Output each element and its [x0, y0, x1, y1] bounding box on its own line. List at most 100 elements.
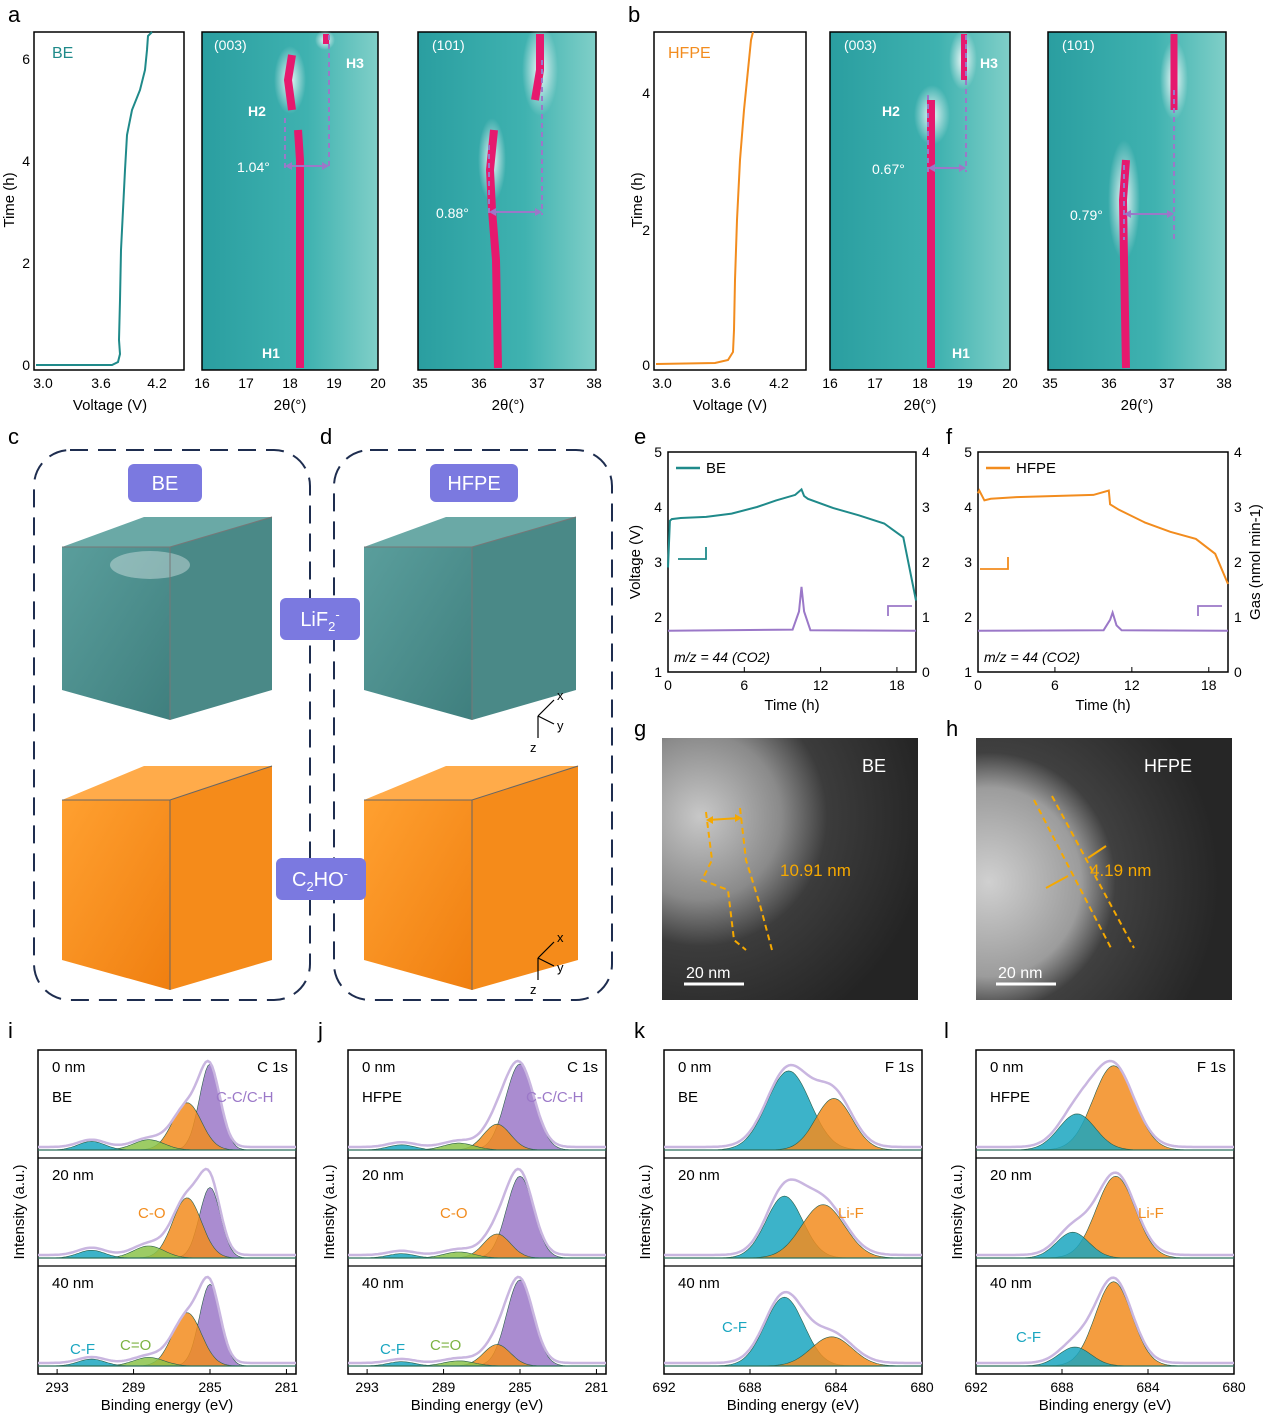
panel-a-map003-tick-2: 18	[282, 375, 298, 391]
panel-i-sample: BE	[52, 1089, 72, 1106]
panel-f-xlabel: Time (h)	[1075, 697, 1130, 714]
panel-k-xtick: 680	[910, 1379, 934, 1395]
panel-f-series-co2	[977, 609, 1229, 632]
panel-b-voltage-label: Voltage (V)	[693, 397, 767, 414]
panel-b-map003-tick-3: 19	[957, 375, 973, 391]
panel-f-ytick: 2	[964, 609, 972, 625]
panel-f-y2tick: 0	[1234, 664, 1242, 680]
panel-f-xtick: 6	[1051, 677, 1059, 693]
panel-b-map003	[829, 31, 1011, 371]
panel-a-map101-peak	[485, 129, 502, 369]
panel-b-vtick-1: 3.6	[711, 375, 731, 391]
panel-h: HFPE 4.19 nm 20 nm	[976, 738, 1232, 1000]
panel-l-peak	[976, 1065, 1234, 1151]
panel-a-label: BE	[52, 45, 73, 62]
species-c2ho-text: C2HO-	[292, 866, 348, 894]
panel-k-ylabel: Intensity (a.u.)	[637, 1164, 654, 1259]
cube-d-bottom	[364, 765, 579, 990]
panel-letter-d: d	[320, 424, 332, 449]
axes-glyph-top	[537, 699, 555, 738]
panel-l-label-lif: Li-F	[1138, 1205, 1164, 1222]
panel-b-voltage-curve	[655, 31, 754, 365]
panel-a-map003-arrowhead-l	[285, 162, 292, 170]
axes-top-y: y	[557, 718, 564, 733]
axes-bottom-z: z	[530, 982, 537, 997]
panel-k-envelope	[664, 1290, 922, 1365]
panel-b-map003-h1: H1	[952, 345, 970, 361]
panel-f-series-voltage	[977, 488, 1229, 585]
panel-i-label-cc: C-C/C-H	[216, 1089, 274, 1106]
panel-j-xtick: 293	[355, 1379, 379, 1395]
panel-e-xlabel: Time (h)	[764, 697, 819, 714]
panel-e-y2tick: 0	[922, 664, 930, 680]
panel-e-xtick: 18	[889, 677, 905, 693]
panel-f-annotation: m/z = 44 (CO2)	[984, 649, 1080, 665]
panel-a-map003-shift: 1.04°	[237, 159, 270, 175]
panel-i-label-co: C-O	[138, 1205, 166, 1222]
axes-bottom-x: x	[557, 930, 564, 945]
panel-b-map003-tick-0: 16	[822, 375, 838, 391]
panel-b-label: HFPE	[668, 45, 711, 62]
panel-e-xtick: 0	[664, 677, 672, 693]
panel-letter-h: h	[946, 716, 958, 741]
panel-i-envelope	[38, 1059, 296, 1149]
axes-top-x: x	[557, 688, 564, 703]
panel-letter-i: i	[8, 1018, 13, 1043]
panel-k-xtick: 692	[652, 1379, 676, 1395]
panel-l-element: F 1s	[1197, 1059, 1226, 1076]
panel-e-series-co2	[667, 586, 917, 632]
panel-k-xlabel: Binding energy (eV)	[727, 1397, 860, 1414]
panel-a-map101-peak-top	[531, 34, 544, 101]
panel-letter-j: j	[317, 1018, 323, 1043]
panel-e-ytick: 1	[654, 664, 662, 680]
panel-a-map003-xlabel: 2θ(°)	[274, 397, 307, 414]
panel-f-right-axis-arrow	[1197, 605, 1222, 616]
panel-f-ytick: 3	[964, 554, 972, 570]
panel-letter-e: e	[634, 424, 646, 449]
panel-a-ttick-2: 4	[22, 153, 30, 169]
panel-h-sei-line-2	[1051, 795, 1135, 949]
panel-g-thickness-arrow	[707, 817, 741, 821]
panel-j-envelope	[348, 1059, 606, 1149]
panel-i-label-c-eq-o: C=O	[120, 1337, 151, 1354]
panel-d-dashed-frame	[333, 449, 613, 1001]
panel-i-xlabel: Binding energy (eV)	[101, 1397, 234, 1414]
panel-j-sample: HFPE	[362, 1089, 402, 1106]
panel-h-sei-line-1	[1033, 799, 1113, 951]
panel-b-map003-h2: H2	[882, 103, 900, 119]
panel-a-ttick-3: 6	[22, 51, 30, 67]
panel-l-xtick: 692	[964, 1379, 988, 1395]
panel-j-depth: 0 nm	[362, 1059, 395, 1076]
panel-a-vtick-2: 4.2	[147, 375, 167, 391]
panel-a-map101-shift: 0.88°	[436, 205, 469, 221]
panel-b-map003-h3: H3	[980, 55, 998, 71]
panel-l-envelope	[976, 1059, 1234, 1149]
panel-j-envelope	[348, 1275, 606, 1365]
species-c2ho-badge	[276, 858, 366, 900]
panel-letter-b: b	[628, 2, 640, 27]
panel-h-thickness: 4.19 nm	[1090, 861, 1151, 880]
panel-a-time-label: Time (h)	[1, 172, 18, 227]
panel-a-map101-xlabel: 2θ(°)	[492, 397, 525, 414]
panel-a-map003-tick-0: 16	[194, 375, 210, 391]
panel-k-depth: 20 nm	[678, 1167, 720, 1184]
panel-a-vtick-0: 3.0	[33, 375, 53, 391]
panel-b-map101-xlabel: 2θ(°)	[1121, 397, 1154, 414]
panel-l-envelope	[976, 1276, 1234, 1365]
panel-a-voltage-curve	[36, 31, 153, 366]
panel-g-sei-line-1	[700, 811, 747, 951]
panel-j-depth: 20 nm	[362, 1167, 404, 1184]
cube-c-top	[62, 516, 273, 720]
panel-a-map003-tick-3: 19	[326, 375, 342, 391]
panel-i-xtick: 285	[198, 1379, 222, 1395]
panel-l-depth: 0 nm	[990, 1059, 1023, 1076]
panel-f-y2tick: 1	[1234, 609, 1242, 625]
panel-e-annotation: m/z = 44 (CO2)	[674, 649, 770, 665]
axes-bottom-y: y	[557, 960, 564, 975]
panel-l-frame	[975, 1049, 1235, 1375]
panel-b-map101-arrowhead-l	[1124, 210, 1131, 218]
panel-letter-c: c	[8, 424, 19, 449]
panel-d-badge-text: HFPE	[447, 473, 500, 495]
panel-c-dashed-frame	[33, 449, 311, 1001]
